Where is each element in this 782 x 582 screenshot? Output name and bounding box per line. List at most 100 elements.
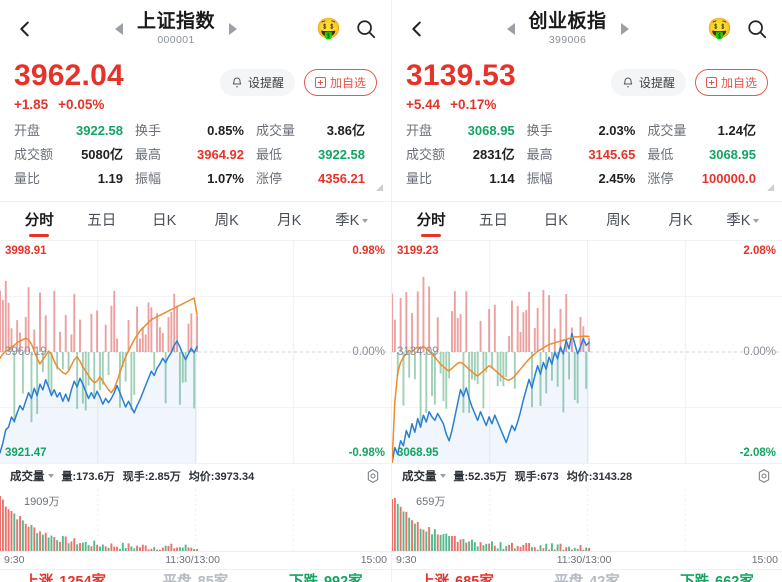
tab-week-k[interactable]: 周K (196, 202, 259, 240)
stat-value: 1.14 (489, 170, 515, 186)
breadth-declining: 下跌 662家 (652, 570, 782, 582)
market-breadth-bar: 上涨 685家 平盘 42家 下跌 662家 (392, 568, 782, 582)
bell-icon (622, 76, 634, 89)
search-icon[interactable] (746, 18, 768, 40)
breadth-value: 1254家 (59, 573, 107, 582)
volume-avg-price: 均价:3973.34 (188, 471, 255, 483)
breadth-value: 662家 (715, 573, 754, 582)
breadth-label: 下跌 (680, 573, 710, 582)
triangle-left-icon[interactable] (506, 22, 515, 35)
breadth-label: 平盘 (162, 573, 192, 582)
time-axis: 9:30 11:30/13:00 15:00 (392, 550, 782, 569)
price-column: 3962.04 +1.85 +0.05% (14, 60, 220, 112)
add-to-watchlist-button[interactable]: 加自选 (303, 69, 377, 96)
time-axis: 9:30 11:30/13:00 15:00 (0, 550, 391, 569)
stat-key: 最低 (647, 146, 674, 162)
breadth-value: 992家 (323, 573, 363, 582)
price-change-row: +1.85 +0.05% (14, 97, 220, 112)
chevron-left-icon[interactable] (14, 18, 36, 40)
triangle-right-icon[interactable] (620, 22, 629, 35)
chevron-left-icon[interactable] (406, 18, 428, 40)
intraday-price-chart[interactable]: 3199.23 2.08% 3134.09 0.00% 3068.95 -2.0… (392, 240, 782, 463)
tab-label: 五日 (87, 212, 117, 229)
time-end: 15:00 (360, 554, 387, 566)
stat-key: 成交额 (14, 146, 54, 162)
breadth-label: 上涨 (420, 573, 450, 582)
volume-chart-canvas (0, 488, 294, 551)
stat-value: 0.85% (207, 122, 244, 138)
tab-label: 季K (726, 212, 751, 229)
breadth-advancing: 上涨 1254家 (0, 570, 130, 582)
stat-key: 振幅 (526, 170, 553, 186)
tab-month-k[interactable]: 月K (649, 202, 711, 240)
index-title-block: 上证指数 000001 (137, 12, 215, 46)
volume-qty: 量:52.35万 (453, 471, 507, 483)
market-breadth-bar: 上涨 1254家 平盘 85家 下跌 992家 (0, 568, 391, 582)
price-change-row: +5.44 +0.17% (406, 97, 611, 112)
stat-value: 3145.65 (588, 146, 636, 162)
stat-item: 换手 0.85% (135, 120, 256, 139)
triangle-right-icon[interactable] (229, 22, 238, 35)
stat-item: 换手 2.03% (527, 120, 648, 139)
set-alert-button[interactable]: 设提醒 (610, 69, 686, 96)
stat-key: 量比 (406, 170, 433, 186)
volume-bar-chart[interactable]: 1909万 (0, 488, 391, 551)
money-face-emoji-icon[interactable]: 🤑 (316, 18, 341, 40)
stat-key: 涨停 (647, 170, 674, 186)
add-to-watchlist-label: 加自选 (329, 76, 366, 90)
price-row: 3962.04 +1.85 +0.05% 设提醒 (14, 60, 377, 112)
quote-stats-grid: 开盘 3922.58 换手 0.85% 成交量 3.86亿 成交额 5080亿 最高 39… (14, 120, 377, 187)
tab-day-k[interactable]: 日K (525, 202, 587, 240)
tab-quarter-k[interactable]: 季K (712, 202, 774, 240)
tab-month-k[interactable]: 月K (258, 202, 321, 240)
tab-label: 月K (668, 212, 693, 229)
stat-item: 最低 3068.95 (647, 144, 768, 163)
volume-bar-chart[interactable]: 659万 (392, 488, 782, 551)
tab-day-k[interactable]: 日K (133, 202, 196, 240)
stat-value: 1.07% (207, 170, 244, 186)
volume-chart-canvas (392, 488, 686, 551)
price-change-pct: +0.17% (450, 96, 497, 112)
volume-max-label: 659万 (416, 495, 446, 508)
tab-five-day[interactable]: 五日 (462, 202, 524, 240)
price-column: 3139.53 +5.44 +0.17% (406, 60, 611, 112)
volume-metrics: 量:52.35万 现手:673 均价:3143.28 (454, 468, 633, 484)
breadth-value: 42家 (589, 573, 620, 582)
add-to-watchlist-button[interactable]: 加自选 (694, 69, 768, 96)
intraday-price-chart[interactable]: 3998.91 0.98% 3960.19 0.00% 3921.47 -0.9… (0, 240, 391, 463)
tab-five-day[interactable]: 五日 (71, 202, 134, 240)
expand-handle-icon[interactable] (376, 183, 383, 191)
tab-week-k[interactable]: 周K (587, 202, 649, 240)
add-to-watchlist-label: 加自选 (720, 76, 757, 90)
tab-label: 月K (277, 212, 302, 229)
expand-handle-icon[interactable] (767, 183, 774, 191)
triangle-left-icon[interactable] (115, 22, 124, 35)
stat-item: 最低 3922.58 (256, 144, 377, 163)
stat-item: 最高 3964.92 (135, 144, 256, 163)
tab-quarter-k[interactable]: 季K (321, 202, 384, 240)
tab-fenshi[interactable]: 分时 (400, 202, 462, 240)
volume-title-label: 成交量 (402, 471, 437, 483)
volume-indicator-selector[interactable]: 成交量 (402, 468, 446, 484)
stat-key: 开盘 (14, 122, 41, 138)
stat-value: 100000.0 (701, 170, 756, 186)
stat-value: 4356.21 (318, 170, 365, 186)
gear-icon[interactable] (365, 468, 381, 484)
set-alert-button[interactable]: 设提醒 (219, 69, 295, 96)
search-icon[interactable] (355, 18, 377, 40)
header-actions: 🤑 (707, 18, 768, 40)
chevron-down-icon (47, 474, 54, 478)
time-mid: 11:30/13:00 (165, 554, 220, 566)
gear-icon[interactable] (756, 468, 772, 484)
price-change-abs: +5.44 (406, 96, 441, 112)
money-face-emoji-icon[interactable]: 🤑 (707, 18, 732, 40)
stat-key: 量比 (14, 170, 41, 186)
tab-fenshi[interactable]: 分时 (8, 202, 71, 240)
stat-value: 3922.58 (76, 122, 123, 138)
breadth-label: 上涨 (24, 573, 54, 582)
stat-key: 换手 (135, 122, 162, 138)
page-title: 上证指数 (137, 11, 216, 33)
panel-shanghai-composite: 上证指数 000001 🤑 3962.04 +1.85 +0.05% (0, 0, 391, 582)
volume-indicator-selector[interactable]: 成交量 (10, 468, 54, 484)
